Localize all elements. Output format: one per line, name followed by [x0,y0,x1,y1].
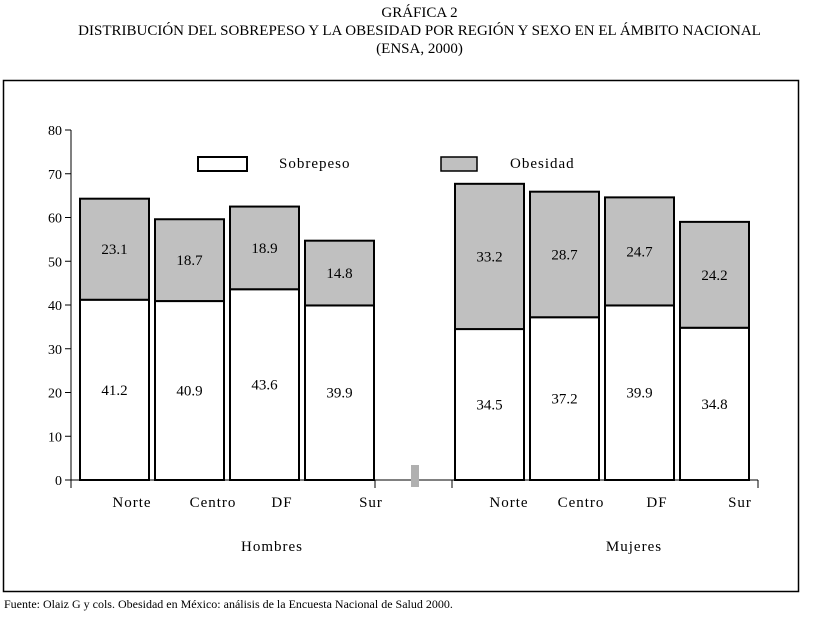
bar-obesidad [529,190,600,319]
legend-label-sobrepeso: Sobrepeso [279,156,351,172]
legend-swatch-sobrepeso [197,156,248,172]
bar-obesidad [229,205,300,291]
bar-obesidad [604,196,675,307]
group-separator [411,465,419,487]
group-label: Hombres [241,539,303,555]
y-tick-label: 80 [48,124,62,139]
x-tick-label: Sur [359,495,383,511]
data-label-sobrepeso: 34.5 [476,398,502,414]
plot-frame [2,79,800,593]
data-label-obesidad: 28.7 [551,247,578,263]
legend-label-obesidad: Obesidad [510,156,575,172]
data-label-obesidad: 23.1 [101,242,127,258]
x-tick-label: Sur [728,495,752,511]
data-label-sobrepeso: 43.6 [251,378,278,394]
source-note: Fuente: Olaiz G y cols. Obesidad en Méxi… [4,597,453,611]
group-label: Mujeres [606,539,662,555]
bar-sobrepeso [154,300,225,481]
bar-obesidad [454,182,525,331]
chart-subtitle: (ENSA, 2000) [376,41,463,57]
x-tick-label: Norte [112,495,151,511]
bar-obesidad [154,218,225,303]
data-label-sobrepeso: 39.9 [326,386,352,402]
bar-sobrepeso [304,304,375,481]
y-tick-label: 0 [55,474,62,489]
bar-obesidad [679,220,750,329]
x-tick-label: Centro [190,495,237,511]
bar-obesidad [304,239,375,307]
y-tick-label: 10 [48,430,62,445]
data-label-obesidad: 18.9 [251,241,277,257]
data-label-obesidad: 33.2 [476,249,502,265]
data-label-obesidad: 14.8 [326,266,352,282]
bar-sobrepeso [529,316,600,481]
data-label-sobrepeso: 41.2 [101,383,127,399]
data-label-obesidad: 24.7 [626,244,653,260]
x-tick-label: Norte [489,495,528,511]
x-tick-label: Centro [558,495,605,511]
data-label-sobrepeso: 39.9 [626,386,652,402]
data-label-sobrepeso: 37.2 [551,392,577,408]
chart-header: GRÁFICA 2 DISTRIBUCIÓN DEL SOBREPESO Y L… [0,4,839,58]
chart-title: DISTRIBUCIÓN DEL SOBREPESO Y LA OBESIDAD… [78,23,761,39]
bar-obesidad [79,197,150,301]
data-label-obesidad: 18.7 [176,253,203,269]
x-tick-label: DF [646,495,667,511]
y-tick-label: 50 [48,255,62,270]
data-label-sobrepeso: 34.8 [701,397,727,413]
bar-sobrepeso [679,326,750,481]
y-tick-label: 20 [48,387,62,402]
figure-label: GRÁFICA 2 [381,5,458,21]
data-label-obesidad: 24.2 [701,268,727,284]
bar-sobrepeso [454,328,525,481]
bar-sobrepeso [229,288,300,481]
y-tick-label: 60 [48,212,62,227]
y-tick-label: 40 [48,299,62,314]
data-label-sobrepeso: 40.9 [176,384,202,400]
y-tick-label: 30 [48,343,62,358]
bar-sobrepeso [604,304,675,481]
x-tick-label: DF [271,495,292,511]
y-tick-label: 70 [48,168,62,183]
legend-swatch-obesidad [440,156,478,172]
bar-sobrepeso [79,298,150,481]
